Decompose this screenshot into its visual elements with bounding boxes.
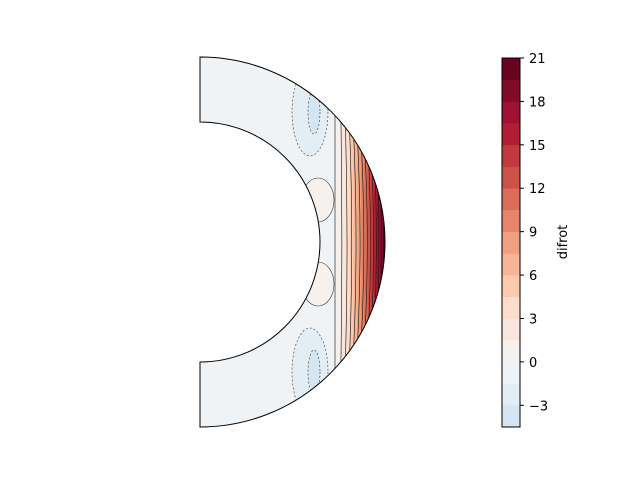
colorbar-band [502,101,520,124]
contour-band [367,57,372,427]
colorbar-tick-label: 15 [529,139,546,154]
colorbar-band [502,405,520,428]
colorbar-band [502,296,520,319]
colorbar-tick-label: 6 [529,269,537,284]
contour-band [370,57,375,427]
positive-patch [301,177,335,223]
colorbar-tick-label: 0 [529,356,537,371]
colorbar-tick-label: −3 [529,399,548,414]
contour-band [360,57,365,427]
colorbar-band [502,188,520,211]
contour-band [341,57,347,427]
contour-band [357,57,362,427]
colorbar-tick-label: 18 [529,95,546,110]
colorbar-band [502,361,520,384]
colorbar-band [502,340,520,363]
negative-core [307,89,321,135]
colorbar-band [502,275,520,298]
colorbar-frame [501,57,521,428]
contour-band [345,57,351,427]
colorbar-tick-label: 3 [529,312,537,327]
colorbar-band [502,58,520,81]
colorbar-tick-label: 12 [529,182,546,197]
colorbar-band [502,383,520,406]
colorbar: 21 18 15 12 9 6 3 0 −3 [501,52,548,428]
colorbar-band [502,166,520,189]
contour-band [373,57,378,427]
colorbar-band [502,253,520,276]
contour-field [200,57,385,427]
positive-patch [301,261,335,307]
colorbar-band [502,209,520,232]
contour-band [380,57,384,427]
contour-band [335,57,342,427]
contour-band [364,57,369,427]
colorbar-tick-label: 21 [529,52,546,67]
colorbar-band [502,231,520,254]
colorbar-tick-label: 9 [529,226,537,241]
annulus-outline [199,56,386,428]
colorbar-band [502,123,520,146]
contour-band [383,57,385,427]
colorbar-band [502,318,520,341]
colorbar-band [502,144,520,167]
colorbar-label: difrot [556,225,571,260]
contour-band [349,57,355,427]
colorbar-band [502,79,520,102]
negative-core [307,349,321,395]
